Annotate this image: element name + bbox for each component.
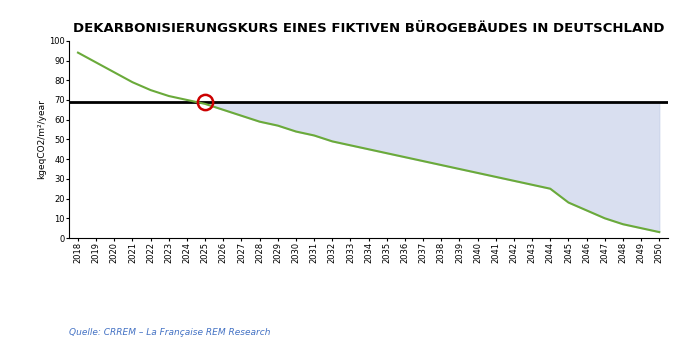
Y-axis label: kgeqCO2/m²/year: kgeqCO2/m²/year (37, 100, 46, 179)
Text: Quelle: CRREM – La Française REM Research: Quelle: CRREM – La Française REM Researc… (69, 328, 270, 337)
Title: DEKARBONISIERUNGSKURS EINES FIKTIVEN BÜROGEBÄUDES IN DEUTSCHLAND: DEKARBONISIERUNGSKURS EINES FIKTIVEN BÜR… (73, 22, 664, 35)
